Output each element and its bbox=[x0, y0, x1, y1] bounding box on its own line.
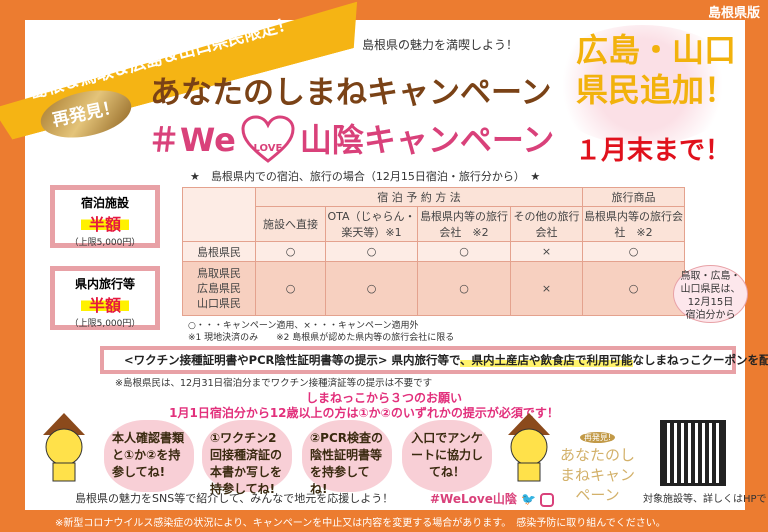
group-header: 旅行商品 bbox=[582, 187, 685, 207]
cell: ○ bbox=[255, 261, 326, 316]
discount-title: 宿泊施設 bbox=[80, 196, 129, 210]
campaign-logo: 再発見! あなたのしまねキャンペーン bbox=[555, 425, 640, 505]
corner-cell bbox=[182, 187, 256, 242]
group-header: 宿 泊 予 約 方 法 bbox=[255, 187, 583, 207]
qr-code[interactable] bbox=[660, 420, 726, 486]
campaign-title: あなたのしまねキャンペーン bbox=[150, 75, 552, 111]
coupon-text: なしまねっこクーポンを配布 bbox=[632, 353, 768, 367]
discount-value: 半額 bbox=[80, 211, 129, 235]
cell: ○ bbox=[325, 241, 418, 262]
tagline: 島根県の魅力を満喫しよう！ bbox=[362, 38, 519, 52]
campaign-subtitle: ＃We LOVE 山陰キャンペーン bbox=[148, 115, 554, 165]
note: ○・・・キャンペーン適用、×・・・キャンペーン適用外 bbox=[188, 321, 419, 331]
column-header: その他の旅行会社 bbox=[510, 206, 583, 242]
added-prefectures: 広島・山口 県民追加！ bbox=[572, 30, 740, 110]
hashtag-text: #WeLove山陰 bbox=[430, 492, 517, 506]
table-row: 島根県民 ○ ○ ○ × ○ bbox=[182, 241, 685, 262]
discount-title: 県内旅行等 bbox=[74, 277, 135, 291]
instagram-icon[interactable] bbox=[540, 492, 555, 507]
cell: ○ bbox=[582, 261, 685, 316]
logo-badge: 再発見! bbox=[579, 432, 616, 443]
request-cloud: ①ワクチン2回接種済証の本書か写しを持参してね! bbox=[202, 420, 292, 496]
table-row: 鳥取県民 広島県民 山口県民 ○ ○ ○ × ○ bbox=[182, 261, 685, 316]
cell: × bbox=[510, 241, 583, 262]
request-cloud: 本人確認書類と①か②を持参してね! bbox=[104, 420, 194, 492]
request-cloud: 入口でアンケートに協力してね！ bbox=[402, 420, 492, 492]
cell: ○ bbox=[325, 261, 418, 316]
discount-limit: （上限5,000円） bbox=[69, 238, 141, 248]
subtitle-prefix: ＃We bbox=[148, 121, 236, 159]
shimaneko-mascot-icon bbox=[43, 413, 85, 482]
logo-text: あなたのしまねキャンペーン bbox=[559, 446, 635, 504]
footer-note: ※新型コロナウイルス感染症の状況により、キャンペーンを中止又は内容を変更する場合… bbox=[55, 518, 666, 529]
heart-love-text: LOVE bbox=[253, 143, 283, 154]
sns-message: 島根県の魅力をSNS等で紹介して、みんなで地元を応援しよう！ bbox=[75, 492, 394, 505]
speech-bubble: 鳥取・広島・ 山口県民は、 12月15日 宿泊分から bbox=[673, 265, 748, 323]
added-line1: 広島・山口 bbox=[575, 31, 736, 69]
coupon-banner: <ワクチン接種証明書やPCR陰性証明書等の提示> 県内旅行等で、県内土産店や飲食… bbox=[100, 346, 768, 374]
edition-label: 島根県版 bbox=[707, 6, 760, 21]
request-subtitle: 1月1日宿泊分から12歳以上の方は①か②のいずれかの提示が必須です！ bbox=[169, 406, 559, 420]
column-header: 施設へ直接 bbox=[255, 206, 326, 242]
coupon-highlight: 、県内土産店や飲食店で利用可能 bbox=[460, 353, 633, 367]
hp-note: 対象施設等、詳しくはHPで！ bbox=[643, 494, 768, 505]
cell: ○ bbox=[582, 241, 685, 262]
discount-box-lodging: 宿泊施設 半額 （上限5,000円） bbox=[50, 185, 160, 248]
discount-box-travel: 県内旅行等 半額 （上限5,000円） bbox=[50, 266, 160, 330]
table-notes: ○・・・キャンペーン適用、×・・・キャンペーン適用外 ※1 現地決済のみ ※2 島… bbox=[188, 320, 454, 344]
note: ※1 現地決済のみ ※2 島根県が認めた県内等の旅行会社に限る bbox=[188, 333, 455, 343]
added-line2: 県民追加！ bbox=[575, 71, 736, 109]
deadline: １月末まで！ bbox=[575, 136, 732, 166]
column-header: 島根県内等の旅行会社 ※2 bbox=[417, 206, 511, 242]
table-caption: ★ 島根県内での宿泊、旅行の場合（12月15日宿泊・旅行分から） ★ bbox=[190, 170, 541, 183]
discount-limit: （上限5,000円） bbox=[69, 319, 141, 329]
cell: × bbox=[510, 261, 583, 316]
row-label: 鳥取県民 広島県民 山口県民 bbox=[182, 261, 256, 316]
twitter-icon[interactable]: 🐦 bbox=[521, 492, 536, 506]
column-header: 島根県内等の旅行会社 ※2 bbox=[582, 206, 685, 242]
column-header: OTA（じゃらん・楽天等）※1 bbox=[325, 206, 418, 242]
hashtag: #WeLove山陰 🐦 bbox=[430, 491, 555, 507]
sakura-icon bbox=[545, 25, 740, 145]
shimaneko-mascot-icon bbox=[508, 413, 550, 482]
row-label: 島根県民 bbox=[182, 241, 256, 262]
cell: ○ bbox=[417, 241, 511, 262]
cell: ○ bbox=[255, 241, 326, 262]
heart-icon: LOVE bbox=[240, 115, 296, 165]
eligibility-table: 宿 泊 予 約 方 法旅行商品 施設へ直接 OTA（じゃらん・楽天等）※1 島根… bbox=[182, 187, 685, 316]
cell: ○ bbox=[417, 261, 511, 316]
request-cloud: ②PCR検査の陰性証明書等を持参してね! bbox=[302, 420, 392, 496]
shimane-note: ※島根県民は、12月31日宿泊分までワクチン接種済証等の提示は不要です bbox=[115, 378, 433, 389]
coupon-text: <ワクチン接種証明書やPCR陰性証明書等の提示> 県内旅行等で bbox=[124, 353, 461, 367]
request-title: しまねっこから３つのお願い bbox=[305, 391, 462, 405]
subtitle-suffix: 山陰キャンペーン bbox=[299, 121, 555, 159]
discount-value: 半額 bbox=[80, 292, 129, 316]
